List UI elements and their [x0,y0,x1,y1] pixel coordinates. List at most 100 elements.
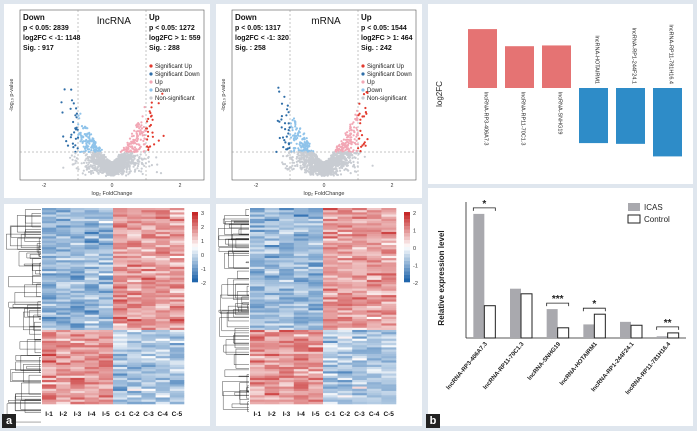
mrna-point [351,150,354,153]
hm-lnc-heatmap-cell [98,369,114,372]
hm-lnc-heatmap-cell [84,312,100,316]
hm-mrna-sample-label: I-2 [268,411,276,418]
mrna-point [295,128,298,131]
hm-lnc-heatmap-cell [98,314,114,318]
hm-mrna-heatmap-cell [337,377,353,381]
hm-lnc-sample-label: I-1 [45,411,53,418]
hm-mrna-heatmap-cell [250,329,265,333]
hm-mrna-heatmap-cell [352,397,368,400]
hm-lnc-heatmap-cell [141,271,156,274]
hm-lnc-heatmap-cell [98,395,114,398]
lnc-point [120,156,123,159]
hm-lnc-dendrogram-branch [35,270,41,275]
hm-mrna-heatmap-cell [293,247,309,250]
hm-lnc-heatmap-cell [141,208,156,211]
hm-mrna-heatmap-cell [264,308,280,311]
hm-mrna-heatmap-cell [366,286,382,289]
hm-lnc-heatmap-cell [155,301,171,305]
lnc-point [101,161,104,164]
hm-lnc-heatmap-cell [42,399,57,403]
hm-lnc-heatmap-cell [98,260,114,263]
hm-mrna-heatmap-cell [381,255,397,259]
hm-mrna-heatmap-cell [366,319,382,322]
hm-lnc-heatmap-cell [98,310,114,313]
hm-mrna-heatmap-cell [250,380,265,383]
lnc-point [150,101,153,104]
hm-mrna-heatmap-cell [366,303,382,307]
lnc-point [133,146,137,149]
expression-bar-control [483,305,496,339]
lnc-point [87,170,91,174]
hm-mrna-heatmap-cell [337,369,353,372]
lnc-legend-marker [149,80,153,84]
hm-mrna-heatmap-cell [264,262,280,265]
mrna-point [334,167,337,170]
hm-mrna-heatmap-cell [279,225,295,228]
hm-mrna-heatmap-cell [264,386,280,390]
mrna-point [293,120,296,123]
lnc-point [71,158,74,161]
hm-lnc-heatmap-cell [70,223,85,226]
hm-lnc-heatmap-cell [56,295,71,298]
lnc-point [140,170,143,173]
hm-lnc-color-scale-step [192,250,198,255]
hm-mrna-heatmap-cell [352,386,368,390]
hm-mrna-heatmap-cell [250,262,265,265]
hm-lnc-heatmap-cell [56,308,71,311]
hm-mrna-heatmap-cell [250,295,265,298]
hm-mrna-dendrogram-branch [229,223,249,229]
hm-mrna-heatmap-cell [279,255,295,259]
hm-mrna-heatmap-cell [337,375,353,379]
hm-lnc-heatmap-cell [84,251,100,255]
hm-lnc-heatmap-cell [70,258,85,261]
hm-lnc-heatmap-cell [56,264,71,268]
hm-lnc-heatmap-cell [56,236,71,239]
hm-lnc-heatmap-cell [127,343,142,346]
hm-lnc-heatmap-cell [169,284,185,287]
lnc-point [116,157,119,160]
hm-lnc-heatmap-cell [169,321,185,324]
mrna-point [283,163,287,166]
hm-lnc-heatmap-cell [70,329,85,333]
hm-lnc-heatmap-cell [127,303,142,307]
hm-mrna-heatmap-cell [366,384,382,387]
lnc-point [93,158,96,161]
hm-lnc-heatmap-cell [42,314,57,318]
hm-lnc-heatmap-cell [169,319,185,322]
hm-lnc-heatmap-cell [56,343,71,346]
lnc-point [95,146,98,149]
hm-mrna-heatmap-cell [323,284,338,287]
hm-mrna-heatmap-cell [250,277,265,281]
hm-mrna-heatmap-cell [366,277,382,281]
hm-mrna-heatmap-cell [293,277,309,281]
hm-mrna-heatmap-cell [293,388,309,392]
hm-mrna-heatmap-cell [381,236,397,239]
hm-mrna-heatmap-cell [337,397,353,400]
hm-mrna-heatmap-cell [279,295,295,298]
hm-lnc-heatmap-cell [155,249,171,252]
hm-mrna-dendrogram-branch [220,294,249,314]
hm-mrna-heatmap-cell [279,227,295,231]
hm-lnc-heatmap-cell [42,288,57,292]
hm-mrna-heatmap-cell [308,310,324,313]
hm-mrna-heatmap-cell [366,299,382,302]
hm-lnc-heatmap-cell [84,382,100,385]
lnc-point [132,134,135,137]
hm-mrna-heatmap-cell [381,271,397,274]
hm-lnc-heatmap-cell [98,380,114,383]
hm-lnc-heatmap-cell [127,371,142,374]
hm-mrna-heatmap-cell [366,332,382,335]
hm-lnc-heatmap-cell [127,271,142,274]
hm-mrna-heatmap-cell [381,275,397,278]
hm-lnc-heatmap-cell [98,288,114,292]
hm-mrna-heatmap-cell [337,268,353,272]
hm-mrna-heatmap-cell [264,290,280,294]
hm-mrna-dendrogram-branch [224,253,249,269]
mrna-point [291,126,294,129]
hm-mrna-heatmap-cell [323,275,338,278]
hm-lnc-heatmap-cell [141,242,156,246]
lnc-point [125,170,128,174]
lnc-point [60,101,63,104]
hm-mrna-heatmap-cell [352,327,368,331]
hm-mrna-heatmap-cell [293,262,309,265]
